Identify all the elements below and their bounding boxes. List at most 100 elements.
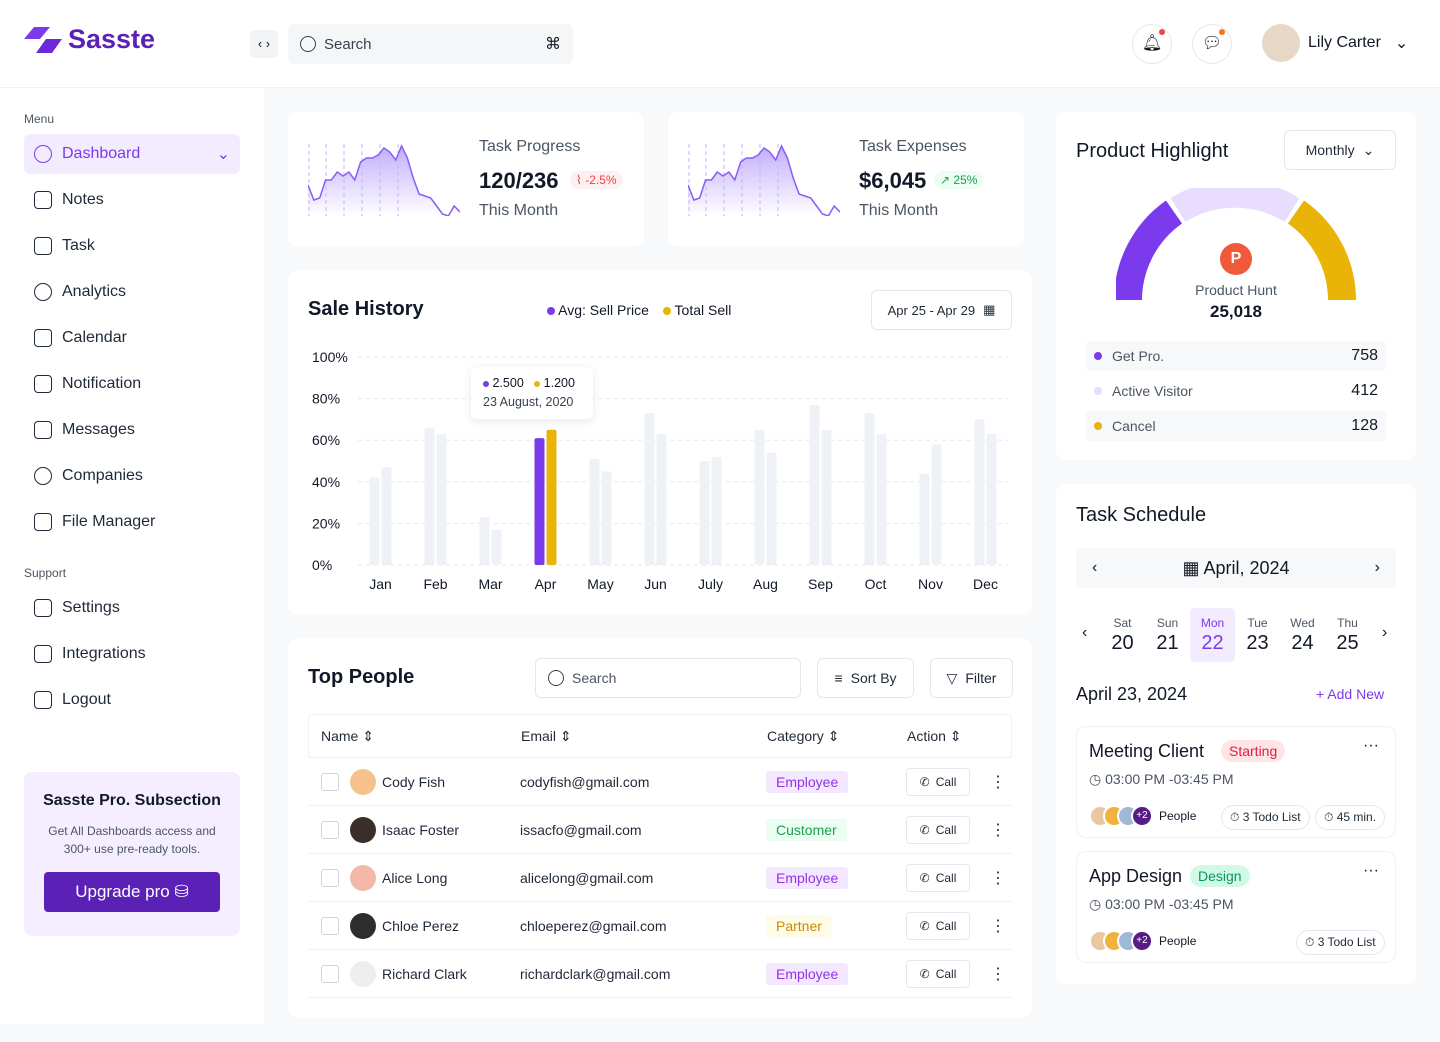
row-checkbox[interactable]	[321, 916, 339, 935]
day-cell[interactable]: Tue 23	[1235, 608, 1280, 662]
more-options-icon[interactable]: ⋮	[990, 965, 1006, 983]
row-checkbox[interactable]	[321, 964, 339, 983]
call-button[interactable]: ✆ Call	[906, 863, 970, 892]
more-options-icon[interactable]: ⋮	[990, 869, 1006, 887]
x-tick-label: Mar	[478, 576, 502, 592]
add-new-button[interactable]: + Add New	[1316, 686, 1385, 702]
clock-icon: ◷	[1089, 896, 1102, 912]
sidebar-item-task[interactable]: Task	[24, 226, 240, 266]
more-options-icon[interactable]: ···	[1363, 737, 1379, 754]
bar-oct-total-sell	[876, 433, 887, 565]
card-title: Top People	[308, 666, 415, 688]
people-label: People	[1159, 934, 1197, 948]
day-cell[interactable]: Mon 22	[1190, 608, 1235, 662]
sidebar-item-messages[interactable]: Messages	[24, 410, 240, 450]
person-name: Isaac Foster	[382, 821, 460, 838]
day-cell[interactable]: Thu 25	[1325, 608, 1370, 662]
prev-month-icon[interactable]: ‹	[1092, 559, 1098, 576]
day-cell[interactable]: Sat 20	[1100, 608, 1145, 662]
x-tick-label: July	[698, 576, 723, 592]
stat-title: Task Progress	[479, 138, 581, 155]
search-placeholder: Search	[572, 670, 617, 686]
avatar	[350, 912, 376, 939]
task-tag: Starting	[1221, 740, 1286, 762]
column-header-category[interactable]: Category ⇕	[767, 727, 840, 744]
bar-oct-avg-sell-price	[864, 413, 875, 565]
sort-by-button[interactable]: ≡ Sort By	[817, 658, 914, 698]
sidebar-item-dashboard[interactable]: Dashboard ⌄	[24, 134, 240, 174]
sidebar-item-integrations[interactable]: Integrations	[24, 634, 240, 674]
notification-bell-icon[interactable]: 🔔︎	[1132, 24, 1172, 64]
notes-icon	[34, 191, 52, 209]
day-name: Thu	[1337, 616, 1358, 630]
day-cell[interactable]: Wed 24	[1280, 608, 1325, 662]
row-checkbox[interactable]	[321, 772, 339, 791]
sidebar-item-settings[interactable]: Settings	[24, 588, 240, 628]
y-tick-label: 0%	[312, 557, 332, 573]
category-badge: Employee	[766, 866, 849, 889]
person-email: chloeperez@gmail.com	[520, 917, 667, 934]
date-range-picker[interactable]: Apr 25 - Apr 29 ▦	[871, 290, 1012, 330]
call-button[interactable]: ✆ Call	[906, 767, 970, 796]
sale-history-card: Sale History Avg: Sell Price Total Sell …	[288, 270, 1032, 614]
bar-feb-total-sell	[436, 433, 447, 565]
task-card[interactable]: Meeting Client Starting ··· ◷ 03:00 PM -…	[1076, 726, 1396, 838]
avatar	[350, 960, 376, 987]
task-time: ◷ 03:00 PM -03:45 PM	[1089, 896, 1234, 913]
person-name: Alice Long	[382, 869, 448, 886]
call-label: Call	[935, 918, 957, 933]
sidebar-item-companies[interactable]: Companies	[24, 456, 240, 496]
product-hunt-logo-icon: P	[1220, 243, 1252, 275]
pie-icon	[34, 467, 52, 485]
bar-may-total-sell	[601, 471, 612, 565]
filter-button[interactable]: ▽ Filter	[930, 658, 1013, 698]
call-label: Call	[935, 822, 957, 837]
search-input[interactable]: Search ⌘	[288, 24, 573, 64]
sidebar-item-calendar[interactable]: Calendar	[24, 318, 240, 358]
call-button[interactable]: ✆ Call	[906, 911, 970, 940]
logo[interactable]: Sasste	[24, 24, 155, 55]
product-legend-item: Active Visitor 412	[1086, 376, 1386, 406]
call-button[interactable]: ✆ Call	[906, 959, 970, 988]
column-header-email[interactable]: Email ⇕	[521, 727, 572, 744]
day-cell[interactable]: Sun 21	[1145, 608, 1190, 662]
people-search-input[interactable]: Search	[535, 658, 801, 698]
user-menu[interactable]: Lily Carter ⌄	[1262, 24, 1408, 62]
sidebar-item-notification[interactable]: Notification	[24, 364, 240, 404]
promo-text: Get All Dashboards access and 300+ use p…	[48, 824, 216, 856]
messages-icon[interactable]: 💬︎	[1192, 24, 1232, 64]
upgrade-pro-button[interactable]: Upgrade pro ⛁	[44, 872, 220, 912]
phone-icon: ✆	[919, 870, 930, 885]
sparkline-chart	[308, 144, 460, 216]
sidebar-item-logout[interactable]: Logout	[24, 680, 240, 720]
phone-icon: ✆	[919, 966, 930, 981]
next-month-icon[interactable]: ›	[1374, 559, 1380, 576]
prev-week-icon[interactable]: ‹	[1082, 624, 1088, 641]
row-checkbox[interactable]	[321, 868, 339, 887]
person-name: Chloe Perez	[382, 917, 460, 934]
search-icon	[548, 670, 564, 686]
sidebar-item-file-manager[interactable]: File Manager	[24, 502, 240, 542]
task-card[interactable]: App Design Design ··· ◷ 03:00 PM -03:45 …	[1076, 851, 1396, 963]
more-options-icon[interactable]: ⋮	[990, 773, 1006, 791]
column-header-name[interactable]: Name ⇕	[321, 727, 374, 744]
gauge-label: Product Hunt	[1195, 282, 1277, 298]
collapse-toggle-icon[interactable]: ‹ ›	[250, 30, 278, 58]
menu-label: Menu	[24, 112, 55, 126]
more-options-icon[interactable]: ···	[1363, 862, 1379, 879]
sidebar-item-analytics[interactable]: Analytics	[24, 272, 240, 312]
day-name: Sun	[1156, 616, 1179, 630]
legend-value: 412	[1351, 382, 1378, 399]
day-number: 23	[1246, 632, 1269, 654]
more-options-icon[interactable]: ⋮	[990, 917, 1006, 935]
more-options-icon[interactable]: ⋮	[990, 821, 1006, 839]
column-header-action[interactable]: Action ⇕	[907, 727, 962, 744]
sidebar-item-notes[interactable]: Notes	[24, 180, 240, 220]
bell-icon	[34, 375, 52, 393]
row-checkbox[interactable]	[321, 820, 339, 839]
period-select[interactable]: Monthly ⌄	[1284, 130, 1396, 170]
bar-jun-total-sell	[656, 433, 667, 565]
next-week-icon[interactable]: ›	[1382, 624, 1388, 641]
call-button[interactable]: ✆ Call	[906, 815, 970, 844]
stat-value: 120/236	[479, 168, 559, 193]
